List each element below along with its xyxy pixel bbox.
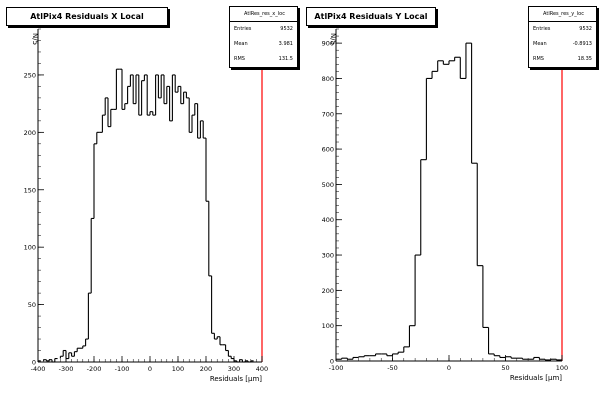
residuals-x-y-axis-title: N/5 xyxy=(31,33,39,45)
residuals-y-x-tick-label: 50 xyxy=(501,364,509,372)
residuals-y-x-axis-title: Residuals [µm] xyxy=(510,374,562,382)
residuals-x-y-tick-label: 50 xyxy=(28,301,36,309)
stats-mean-value: -0.8913 xyxy=(572,41,592,47)
residuals-y-x-tick-label: -100 xyxy=(329,364,344,372)
residuals-y-y-tick-label: 800 xyxy=(322,75,334,83)
stats-rms-value: 18.35 xyxy=(577,56,592,62)
residuals-y-y-tick-label: 100 xyxy=(322,322,334,330)
stats-entries-value: 9532 xyxy=(280,26,293,32)
residuals-x-x-tick-label: 200 xyxy=(200,365,212,373)
residuals-y-title-text: AtlPix4 Residuals Y Local xyxy=(314,12,428,21)
stats-entries-row: Entries 9532 xyxy=(230,22,297,37)
residuals-x-x-tick-label: -100 xyxy=(115,365,130,373)
stats-histogram-name: AtlRes_res_y_loc xyxy=(529,7,596,22)
residuals-y-panel: -100 -50 0 50 100 0 100 200 300 400 500 600 700 800 90… xyxy=(299,0,599,408)
residuals-x-x-axis-title: Residuals [µm] xyxy=(210,375,262,383)
residuals-x-x-tick-label: 400 xyxy=(256,365,268,373)
residuals-x-x-tick-label: 0 xyxy=(148,365,152,373)
residuals-x-title: AtlPix4 Residuals X Local xyxy=(6,7,168,26)
residuals-x-title-text: AtlPix4 Residuals X Local xyxy=(30,12,144,21)
stats-rms-value: 131.5 xyxy=(278,56,293,62)
residuals-y-x-tick-label: 100 xyxy=(556,364,568,372)
stats-mean-label: Mean xyxy=(234,41,248,47)
stats-rms-label: RMS xyxy=(234,56,245,62)
stats-entries-label: Entries xyxy=(234,26,252,32)
residuals-y-y-tick-label: 900 xyxy=(322,40,334,48)
residuals-x-x-tick-label: 300 xyxy=(228,365,240,373)
residuals-y-y-tick-label: 500 xyxy=(322,181,334,189)
stats-rms-row: RMS 131.5 xyxy=(230,52,297,67)
stats-mean-value: 3.981 xyxy=(278,41,293,47)
residuals-y-y-tick-label: 600 xyxy=(322,146,334,154)
stats-mean-row: Mean -0.8913 xyxy=(529,37,596,52)
residuals-y-y-axis-title: N/5 xyxy=(329,33,337,45)
stats-entries-value: 9532 xyxy=(579,26,592,32)
residuals-x-stats-box: AtlRes_res_x_loc Entries 9532 Mean 3.981… xyxy=(229,6,298,68)
residuals-y-title: AtlPix4 Residuals Y Local xyxy=(306,7,436,26)
residuals-y-chart: -100 -50 0 50 100 0 100 200 300 400 500 600 700 800 90… xyxy=(322,28,568,382)
stats-entries-label: Entries xyxy=(533,26,551,32)
residuals-x-y-tick-label: 150 xyxy=(24,186,36,194)
residuals-x-x-tick-label: -400 xyxy=(31,365,46,373)
stats-mean-label: Mean xyxy=(533,41,547,47)
residuals-x-y-tick-label: 100 xyxy=(24,244,36,252)
residuals-x-chart: -400 -300 -200 -100 0 100 200 300 400 0 50 100 150 20… xyxy=(24,28,268,383)
residuals-y-x-tick-label: -50 xyxy=(387,364,398,372)
residuals-x-x-tick-label: 100 xyxy=(172,365,184,373)
residuals-x-x-tick-label: -200 xyxy=(87,365,102,373)
stats-rms-row: RMS 18.35 xyxy=(529,52,596,67)
residuals-y-y-tick-label: 200 xyxy=(322,287,334,295)
stats-rms-label: RMS xyxy=(533,56,544,62)
residuals-y-y-tick-label: 400 xyxy=(322,216,334,224)
stats-histogram-name: AtlRes_res_x_loc xyxy=(230,7,297,22)
stats-entries-row: Entries 9532 xyxy=(529,22,596,37)
residuals-y-y-tick-label: 0 xyxy=(330,358,334,366)
residuals-y-x-tick-label: 0 xyxy=(447,364,451,372)
residuals-x-x-tick-label: -300 xyxy=(59,365,74,373)
residuals-x-y-tick-label: 0 xyxy=(32,359,36,367)
residuals-x-panel: -400 -300 -200 -100 0 100 200 300 400 0 50 100 150 20… xyxy=(6,6,298,383)
residuals-x-y-tick-label: 200 xyxy=(24,129,36,137)
residuals-y-stats-box: AtlRes_res_y_loc Entries 9532 Mean -0.89… xyxy=(528,6,597,68)
residuals-y-y-tick-label: 300 xyxy=(322,252,334,260)
residuals-y-y-tick-label: 700 xyxy=(322,110,334,118)
residuals-x-y-tick-label: 250 xyxy=(24,71,36,79)
stats-mean-row: Mean 3.981 xyxy=(230,37,297,52)
